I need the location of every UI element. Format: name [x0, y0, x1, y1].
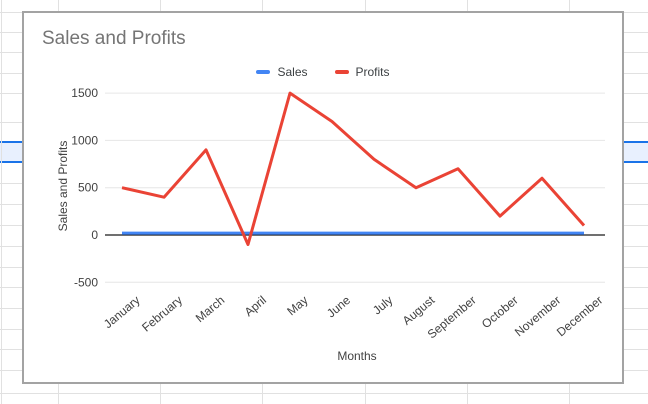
profits-line	[121, 91, 586, 246]
y-tick-label: -500	[74, 275, 98, 289]
sales-series-swatch	[256, 70, 271, 74]
plot-area: -500 0 500 1000 1500	[71, 86, 605, 289]
chart-card[interactable]: Sales and Profits Sales Profits -500 0 500…	[22, 11, 624, 384]
legend-label-sales: Sales	[277, 65, 308, 79]
y-tick-label: 500	[78, 181, 98, 195]
profits-series-swatch	[334, 70, 349, 74]
sheet-gridline-horizontal	[0, 393, 648, 394]
y-tick-label: 1500	[71, 86, 98, 100]
y-tick-label: 1000	[71, 133, 98, 147]
chart-card-inner: Sales and Profits Sales Profits -500 0 500…	[24, 13, 622, 382]
chart-legend: Sales Profits	[24, 64, 622, 80]
sheet-gridline-vertical	[1, 0, 2, 404]
legend-item-sales: Sales	[256, 65, 308, 79]
legend-item-profits: Profits	[334, 65, 390, 79]
y-tick-label: 0	[91, 228, 98, 242]
legend-label-profits: Profits	[355, 65, 390, 79]
chart-title: Sales and Profits	[42, 28, 186, 49]
